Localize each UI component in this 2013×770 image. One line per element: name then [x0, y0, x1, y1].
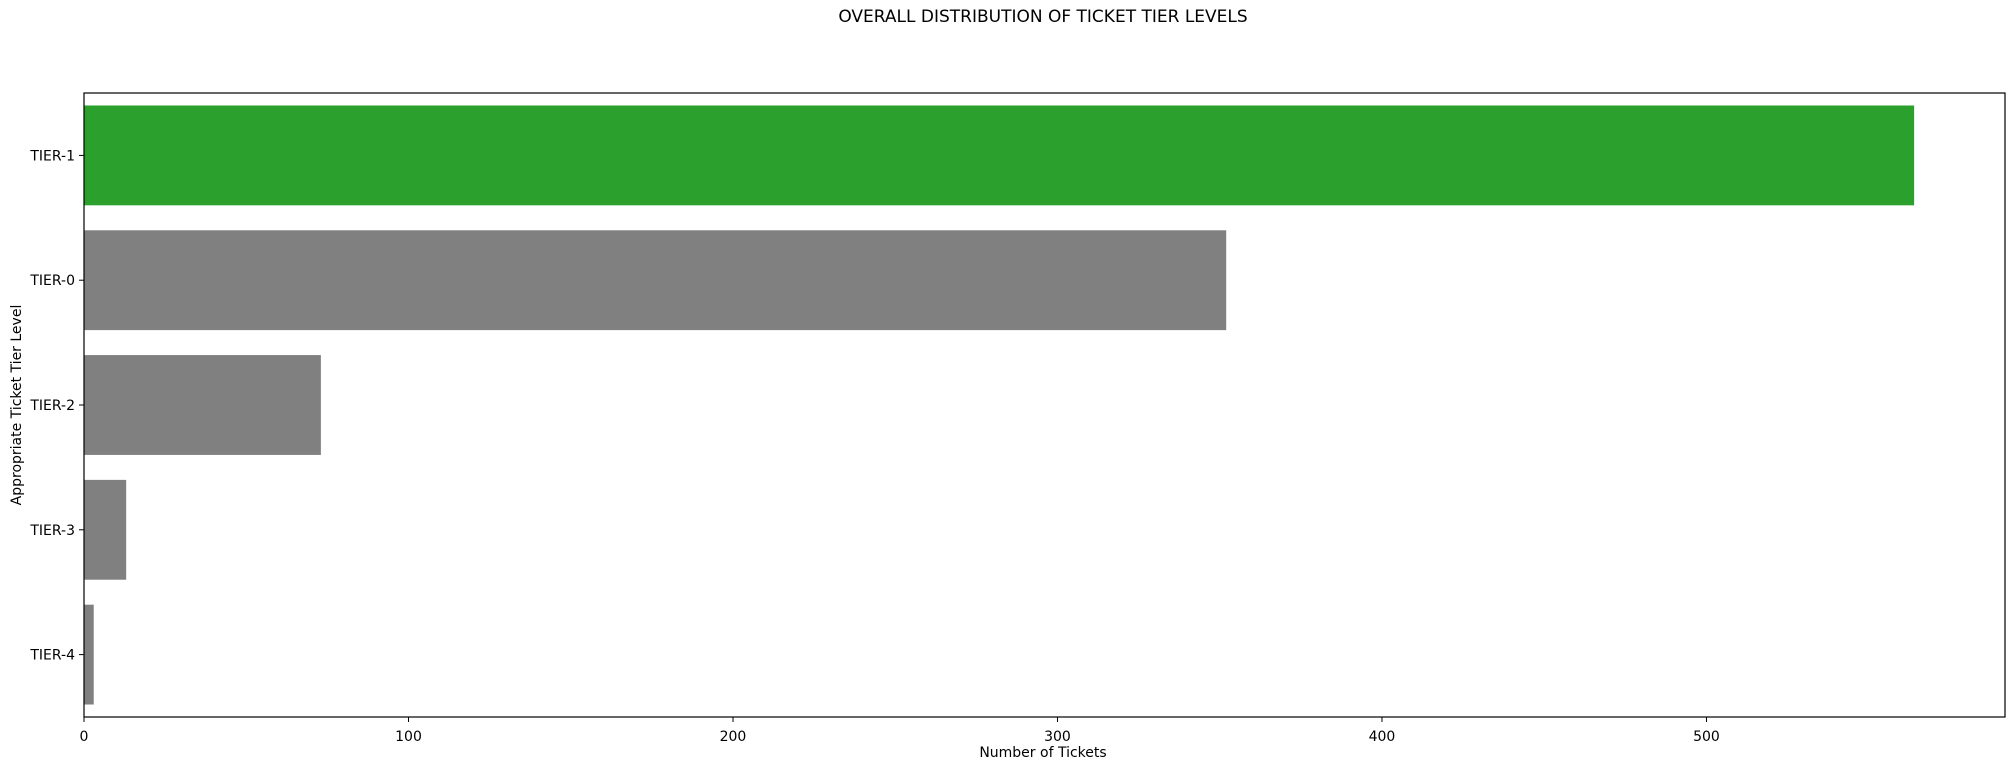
bar-tier-3: [84, 479, 127, 580]
y-tick-label: TIER-2: [29, 398, 75, 414]
x-tick-label: 0: [80, 729, 89, 745]
bar-tier-2: [84, 355, 321, 455]
x-tick-label: 400: [1369, 729, 1396, 745]
y-axis: TIER-1 TIER-0 TIER-2 TIER-3 TIER-4: [29, 148, 84, 664]
x-tick-label: 500: [1693, 729, 1720, 745]
x-tick-label: 300: [1044, 729, 1071, 745]
y-tick-label: TIER-4: [29, 648, 75, 664]
y-tick-label: TIER-1: [29, 148, 75, 164]
bar-tier-4: [84, 604, 94, 705]
x-axis-label: Number of Tickets: [979, 745, 1106, 761]
bars-layer: [84, 105, 1915, 705]
plot-frame: [83, 92, 2006, 718]
chart-title: OVERALL DISTRIBUTION OF TICKET TIER LEVE…: [838, 7, 1247, 27]
x-axis: 0 100 200 300 400 500: [80, 717, 1720, 745]
x-tick-label: 200: [720, 729, 747, 745]
bar-tier-1: [84, 105, 1915, 206]
y-tick-label: TIER-3: [29, 523, 75, 539]
bar-tier-0: [84, 230, 1227, 331]
y-tick-label: TIER-0: [29, 273, 75, 289]
y-axis-label: Appropriate Ticket Tier Level: [9, 305, 25, 506]
x-tick-label: 100: [395, 729, 422, 745]
